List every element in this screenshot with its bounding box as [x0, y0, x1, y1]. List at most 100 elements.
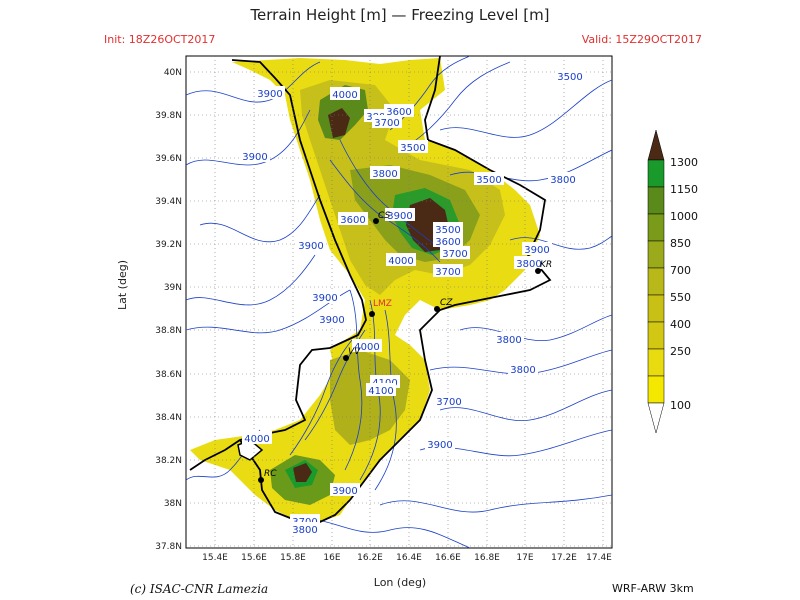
contour-label: 3900 — [319, 315, 344, 326]
city-label-rc: RC — [264, 469, 277, 479]
legend-swatch — [647, 213, 665, 242]
model-text: WRF-ARW 3km — [612, 582, 694, 595]
legend-label: 100 — [670, 399, 691, 412]
y-tick: 38N — [164, 499, 182, 509]
contour-labels: 3900 4000 3900 3800 3700 3600 3500 3800 … — [240, 69, 585, 536]
y-tick: 38.6N — [155, 370, 182, 380]
legend-label: 1300 — [670, 156, 698, 169]
contour-label: 3800 — [550, 175, 575, 186]
x-tick: 16.2E — [357, 553, 383, 563]
terrain-pollino-peak — [328, 108, 350, 138]
x-tick: 15.4E — [202, 553, 228, 563]
x-tick: 16.8E — [474, 553, 500, 563]
y-tick: 38.2N — [155, 456, 182, 466]
freezing-level-contours — [186, 56, 612, 548]
valid-time: Valid: 15Z29OCT2017 — [581, 33, 702, 46]
coastline-ionian — [349, 56, 552, 501]
coastline-south — [239, 439, 351, 523]
city-dot-rc — [258, 477, 264, 483]
x-tick: 17.2E — [551, 553, 577, 563]
city-dot-cs — [373, 218, 379, 224]
contour-label: 3500 — [557, 72, 582, 83]
contour-label: 3600 — [386, 107, 411, 118]
x-tick: 17.4E — [586, 553, 612, 563]
contour-label: 3900 — [332, 486, 357, 497]
legend-swatch — [647, 294, 665, 323]
y-tick-labels: 40N 39.8N 39.6N 39.4N 39.2N 39N 38.8N 38… — [155, 68, 182, 552]
contour-label: 3900 — [387, 211, 412, 222]
city-dot-lmz — [369, 311, 375, 317]
contour-label: 3900 — [257, 89, 282, 100]
y-tick: 39.6N — [155, 154, 182, 164]
credit-text: (c) ISAC-CNR Lamezia — [130, 582, 269, 596]
legend-swatch — [647, 375, 665, 404]
contour-label: 3500 — [400, 143, 425, 154]
contour-label: 3900 — [242, 152, 267, 163]
contour-label: 4100 — [368, 386, 393, 397]
legend-label: 250 — [670, 345, 691, 358]
y-tick: 39.4N — [155, 197, 182, 207]
legend-label: 1150 — [670, 183, 698, 196]
legend-label: 850 — [670, 237, 691, 250]
x-tick: 16.4E — [396, 553, 422, 563]
y-tick: 39.2N — [155, 240, 182, 250]
contour-label: 3500 — [435, 225, 460, 236]
city-dot-vv — [343, 355, 349, 361]
contour-label: 3600 — [340, 215, 365, 226]
terrain-aspromonte-peak — [293, 463, 312, 482]
y-tick: 40N — [164, 68, 182, 78]
y-tick: 37.8N — [155, 542, 182, 552]
legend-top-arrow — [647, 129, 665, 161]
contour-label: 3900 — [298, 241, 323, 252]
legend-swatch — [647, 321, 665, 350]
legend-label: 550 — [670, 291, 691, 304]
legend-swatch — [647, 348, 665, 377]
y-tick: 38.8N — [155, 326, 182, 336]
city-label-cs: CS — [378, 211, 390, 221]
contour-label: 3800 — [292, 525, 317, 536]
contour-label: 4000 — [332, 90, 357, 101]
legend-label: 1000 — [670, 210, 698, 223]
contour-label: 4000 — [244, 434, 269, 445]
contour-label: 3700 — [435, 267, 460, 278]
contour-label: 3900 — [312, 293, 337, 304]
legend-bottom-arrow — [647, 402, 665, 434]
contour-label: 3700 — [442, 249, 467, 260]
contour-label: 3900 — [524, 245, 549, 256]
x-tick: 17E — [516, 553, 533, 563]
legend-label: 700 — [670, 264, 691, 277]
city-label-vv: VV — [348, 347, 361, 357]
city-markers: CS KR CZ VV RC LMZ — [258, 211, 552, 483]
x-tick: 15.8E — [280, 553, 306, 563]
contour-label: 3700 — [374, 118, 399, 129]
y-tick: 38.4N — [155, 413, 182, 423]
contour-label: 3800 — [496, 335, 521, 346]
x-tick: 16E — [323, 553, 340, 563]
x-tick: 16.6E — [435, 553, 461, 563]
legend-swatch — [647, 186, 665, 215]
contour-label: 3900 — [427, 440, 452, 451]
x-axis-label: Lon (deg) — [373, 576, 427, 589]
y-tick: 39N — [164, 283, 182, 293]
contour-label: 3700 — [436, 397, 461, 408]
legend-swatch — [647, 240, 665, 269]
init-time: Init: 18Z26OCT2017 — [104, 33, 216, 46]
legend-swatch — [647, 159, 665, 188]
legend-colorbar: 1300 1150 1000 850 700 550 400 250 100 — [647, 129, 698, 434]
legend-swatch — [647, 267, 665, 296]
city-dot-kr — [535, 268, 541, 274]
legend-label: 400 — [670, 318, 691, 331]
city-label-lmz: LMZ — [373, 299, 392, 309]
contour-label: 3500 — [476, 175, 501, 186]
contour-label: 3800 — [372, 169, 397, 180]
contour-label: 4000 — [354, 342, 379, 353]
x-tick-labels: 15.4E 15.6E 15.8E 16E 16.2E 16.4E 16.6E … — [202, 553, 612, 563]
contour-label: 3800 — [516, 259, 541, 270]
y-tick: 39.8N — [155, 111, 182, 121]
contour-label: 4000 — [388, 256, 413, 267]
city-label-kr: KR — [540, 260, 552, 270]
contour-label: 3600 — [435, 237, 460, 248]
city-label-cz: CZ — [440, 298, 453, 308]
chart-title: Terrain Height [m] — Freezing Level [m] — [250, 6, 550, 24]
